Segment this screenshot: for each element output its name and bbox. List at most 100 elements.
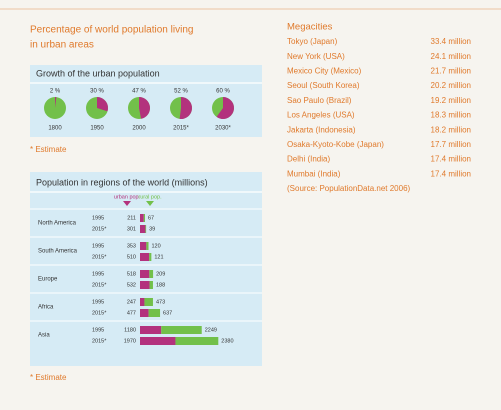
urban-value: 477 bbox=[127, 310, 136, 316]
city-name: Mumbai (India) bbox=[287, 169, 341, 178]
urban-bar bbox=[140, 225, 146, 233]
rural-value: 39 bbox=[149, 226, 155, 232]
rural-value: 2380 bbox=[221, 338, 233, 344]
year-label: 1995 bbox=[92, 271, 104, 277]
urban-bar bbox=[140, 326, 162, 334]
year-label: 2015* bbox=[92, 338, 107, 344]
rural-bar bbox=[146, 242, 149, 250]
regions-panel bbox=[30, 172, 262, 366]
footnote: * Estimate bbox=[30, 145, 67, 154]
city-name: Tokyo (Japan) bbox=[287, 37, 338, 46]
urban-value: 353 bbox=[127, 243, 136, 249]
city-name: Osaka-Kyoto-Kobe (Japan) bbox=[287, 140, 384, 149]
city-name: Seoul (South Korea) bbox=[287, 81, 360, 90]
urban-value: 510 bbox=[127, 254, 136, 260]
city-population: 24.1 million bbox=[431, 52, 471, 61]
pie-urban bbox=[97, 97, 108, 112]
urban-value: 1180 bbox=[124, 327, 136, 333]
pie-label: 2 % bbox=[50, 89, 61, 95]
city-population: 17.4 million bbox=[431, 169, 471, 178]
pie-urban bbox=[216, 97, 235, 120]
region-label: Europe bbox=[38, 277, 58, 283]
title-line: Percentage of world population living bbox=[30, 25, 193, 36]
city-population: 33.4 million bbox=[431, 37, 471, 46]
city-population: 19.2 million bbox=[431, 96, 471, 105]
city-population: 18.2 million bbox=[431, 125, 471, 134]
pie-urban bbox=[139, 97, 150, 119]
pie-urban bbox=[55, 97, 57, 108]
legend-marker bbox=[123, 201, 131, 206]
rural-bar bbox=[144, 298, 153, 306]
city-population: 17.7 million bbox=[431, 140, 471, 149]
urban-value: 518 bbox=[127, 271, 136, 277]
city-name: Jakarta (Indonesia) bbox=[287, 125, 356, 134]
rural-value: 637 bbox=[163, 310, 172, 316]
urban-bar bbox=[140, 281, 150, 289]
urban-bar bbox=[140, 270, 150, 278]
urban-value: 211 bbox=[127, 215, 136, 221]
year-label: 1995 bbox=[92, 243, 104, 249]
year-label: 1995 bbox=[92, 299, 104, 305]
pie-year: 2000 bbox=[132, 126, 146, 132]
pie-label: 30 % bbox=[90, 89, 104, 95]
pie-label: 60 % bbox=[216, 89, 230, 95]
city-name: Sao Paulo (Brazil) bbox=[287, 96, 352, 105]
urban-value: 247 bbox=[127, 299, 136, 305]
region-label: Asia bbox=[38, 333, 50, 339]
city-name: Delhi (India) bbox=[287, 155, 330, 164]
panel-title: Growth of the urban population bbox=[36, 68, 160, 78]
year-label: 2015* bbox=[92, 310, 107, 316]
pie-urban bbox=[179, 97, 192, 119]
rural-bar bbox=[145, 225, 147, 233]
urban-bar bbox=[140, 253, 150, 261]
rural-value: 188 bbox=[156, 282, 165, 288]
urban-value: 1970 bbox=[124, 338, 136, 344]
urban-value: 301 bbox=[127, 226, 136, 232]
rural-value: 473 bbox=[156, 299, 165, 305]
year-label: 2015* bbox=[92, 226, 107, 232]
city-name: New York (USA) bbox=[287, 52, 345, 61]
rural-bar bbox=[161, 326, 202, 334]
title-line: in urban areas bbox=[30, 40, 94, 51]
rural-bar bbox=[149, 281, 153, 289]
rural-bar bbox=[148, 309, 161, 317]
rural-bar bbox=[149, 253, 152, 261]
rural-bar bbox=[175, 337, 219, 345]
city-population: 21.7 million bbox=[431, 67, 471, 76]
pie-year: 1950 bbox=[90, 126, 104, 132]
year-label: 1995 bbox=[92, 215, 104, 221]
legend-label: urban pop. bbox=[114, 194, 141, 200]
city-population: 18.3 million bbox=[431, 111, 471, 120]
rural-value: 209 bbox=[156, 271, 165, 277]
pie-year: 2030* bbox=[215, 126, 231, 132]
year-label: 2015* bbox=[92, 282, 107, 288]
pie-year: 1800 bbox=[48, 126, 62, 132]
city-name: Mexico City (Mexico) bbox=[287, 67, 362, 76]
city-population: 17.4 million bbox=[431, 155, 471, 164]
pie-year: 2015* bbox=[173, 126, 189, 132]
rural-bar bbox=[149, 270, 154, 278]
urban-bar bbox=[140, 214, 144, 222]
panel-title: Population in regions of the world (mill… bbox=[36, 177, 208, 187]
pie-label: 47 % bbox=[132, 89, 146, 95]
urban-bar bbox=[140, 309, 149, 317]
urban-bar bbox=[140, 298, 145, 306]
year-label: 2015* bbox=[92, 254, 107, 260]
region-label: Africa bbox=[38, 305, 54, 311]
city-population: 20.2 million bbox=[431, 81, 471, 90]
legend-label: rural pop. bbox=[138, 194, 162, 200]
megacities-title: Megacities bbox=[287, 22, 333, 33]
rural-value: 121 bbox=[154, 254, 163, 260]
region-label: North America bbox=[38, 221, 77, 227]
footnote: * Estimate bbox=[30, 373, 67, 382]
year-label: 1995 bbox=[92, 327, 104, 333]
rural-value: 2249 bbox=[205, 327, 217, 333]
rural-value: 120 bbox=[152, 243, 161, 249]
urban-bar bbox=[140, 242, 147, 250]
city-name: Los Angeles (USA) bbox=[287, 111, 355, 120]
rural-bar bbox=[143, 214, 146, 222]
rural-value: 67 bbox=[148, 215, 154, 221]
urban-bar bbox=[140, 337, 176, 345]
region-label: South America bbox=[38, 249, 78, 255]
